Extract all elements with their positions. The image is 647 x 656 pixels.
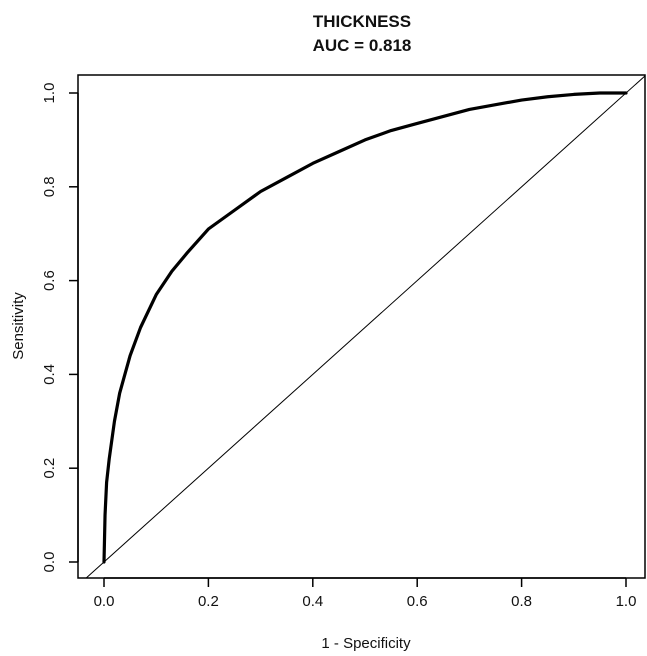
x-tick-label: 0.4	[302, 593, 323, 610]
roc-curve-line	[102, 91, 628, 564]
x-tick-label: 0.0	[94, 593, 115, 610]
y-axis-label: Sensitivity	[10, 292, 27, 360]
x-tick-label: 0.8	[511, 593, 532, 610]
x-tick-label: 1.0	[616, 593, 637, 610]
x-tick-label: 0.6	[407, 593, 428, 610]
y-axis: 0.0 0.2 0.4 0.6 0.8 1.0	[41, 83, 79, 573]
y-tick-label: 0.0	[41, 552, 58, 573]
chart-title: THICKNESS	[313, 12, 411, 31]
reference-diagonal-line	[85, 75, 645, 578]
chart-subtitle: AUC = 0.818	[313, 36, 412, 55]
plot-layer	[85, 75, 645, 578]
x-axis: 0.0 0.2 0.4 0.6 0.8 1.0	[94, 577, 637, 610]
y-tick-label: 0.8	[41, 176, 58, 197]
x-tick-label: 0.2	[198, 593, 219, 610]
y-tick-label: 0.2	[41, 458, 58, 479]
y-tick-label: 0.4	[41, 364, 58, 385]
y-tick-label: 0.6	[41, 270, 58, 291]
y-tick-label: 1.0	[41, 83, 58, 104]
x-axis-label: 1 - Specificity	[321, 635, 411, 652]
